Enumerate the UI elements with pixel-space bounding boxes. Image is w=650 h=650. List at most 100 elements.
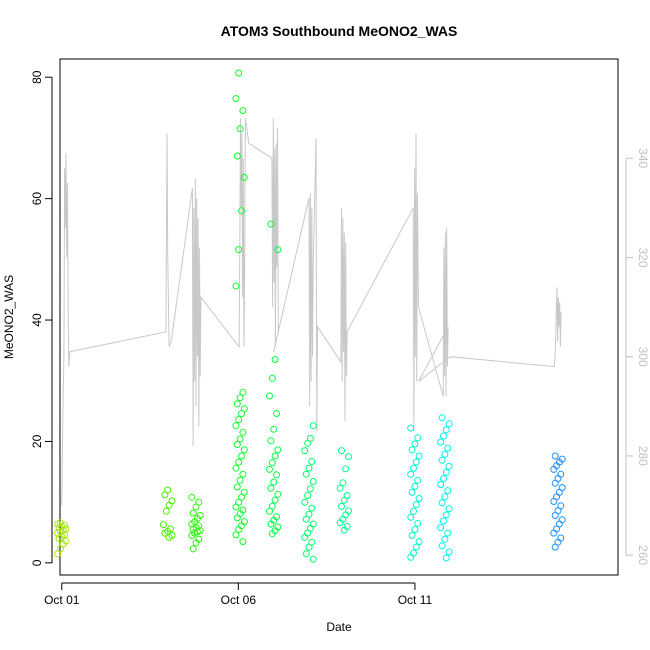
data-point [339, 479, 347, 487]
data-point [437, 438, 445, 446]
y-tick-label: 0 [30, 559, 44, 566]
data-point [240, 405, 248, 413]
data-point [338, 447, 345, 455]
y-axis-label: MeONO2_WAS [2, 275, 16, 359]
line-series [61, 118, 562, 506]
data-point [440, 517, 447, 525]
data-point [444, 444, 452, 452]
data-point [236, 476, 244, 484]
data-point [239, 470, 247, 478]
data-point [408, 446, 416, 454]
data-point [164, 486, 172, 494]
data-point [442, 426, 450, 434]
y-axis: 0 20 40 60 80 [30, 70, 53, 566]
data-point [239, 107, 247, 115]
data-point [342, 511, 350, 519]
data-point [239, 428, 247, 436]
data-point [232, 282, 240, 290]
data-point [239, 388, 247, 396]
data-point [235, 416, 243, 424]
data-point [445, 420, 453, 428]
data-point [302, 550, 310, 558]
data-point [235, 69, 243, 77]
data-point [232, 464, 240, 472]
data-point [441, 493, 449, 501]
data-point [270, 425, 278, 433]
x-tick-label: Oct 01 [44, 593, 80, 607]
data-point [553, 493, 561, 501]
data-point [343, 492, 351, 499]
data-point [304, 492, 312, 499]
data-point [558, 455, 566, 463]
data-point [407, 513, 415, 521]
data-point [442, 511, 450, 519]
data-point [558, 484, 566, 492]
data-point [415, 452, 423, 460]
data-point [551, 452, 559, 460]
data-point [412, 543, 420, 551]
data-point [338, 502, 345, 510]
data-point [557, 534, 565, 542]
data-point [233, 400, 241, 408]
data-point [267, 220, 275, 228]
data-point [445, 505, 453, 513]
y2-tick-label: 280 [636, 446, 650, 466]
data-point [306, 434, 314, 442]
scatter-series [54, 69, 566, 563]
data-point [438, 414, 446, 422]
y2-tick-label: 300 [636, 347, 650, 367]
data-point [437, 524, 445, 532]
data-point [415, 495, 423, 502]
data-point [306, 524, 314, 532]
data-point [554, 475, 562, 482]
data-point [271, 496, 279, 504]
data-point [309, 422, 317, 430]
data-point [270, 478, 278, 486]
data-point [557, 502, 565, 510]
data-point [267, 437, 275, 445]
data-point [412, 458, 420, 466]
y-tick-label: 40 [30, 313, 44, 327]
data-point [345, 507, 352, 515]
data-point [441, 450, 449, 458]
data-point [342, 465, 350, 473]
y-tick-label: 20 [30, 434, 44, 448]
data-point [56, 519, 64, 527]
data-point [238, 452, 245, 460]
data-point [555, 520, 563, 528]
data-point [232, 422, 240, 430]
data-point [160, 521, 167, 529]
data-point [558, 516, 566, 524]
y-tick-label: 80 [30, 70, 44, 84]
data-point [196, 512, 204, 519]
data-point [411, 482, 419, 490]
data-point [240, 488, 248, 496]
data-point [240, 446, 248, 454]
data-point [414, 476, 422, 484]
data-point [302, 470, 310, 478]
x-tick-label: Oct 06 [221, 593, 257, 607]
x-axis-label: Date [326, 620, 352, 634]
data-point [233, 152, 241, 160]
data-point [273, 513, 280, 521]
x-tick-label: Oct 11 [398, 593, 433, 607]
data-point [233, 483, 241, 491]
data-point [411, 526, 419, 533]
data-point [236, 394, 244, 402]
data-point [414, 519, 422, 527]
data-point [345, 453, 352, 461]
data-point [233, 441, 241, 448]
data-point [236, 435, 244, 443]
data-point [306, 485, 314, 493]
y-tick-label: 60 [30, 192, 44, 206]
data-point [267, 484, 275, 492]
data-point [305, 510, 313, 518]
data-point [189, 545, 197, 553]
data-point [195, 522, 203, 530]
data-point [408, 532, 416, 539]
data-point [410, 549, 417, 557]
data-point [168, 532, 176, 539]
data-point [414, 434, 422, 442]
data-point [440, 475, 447, 482]
